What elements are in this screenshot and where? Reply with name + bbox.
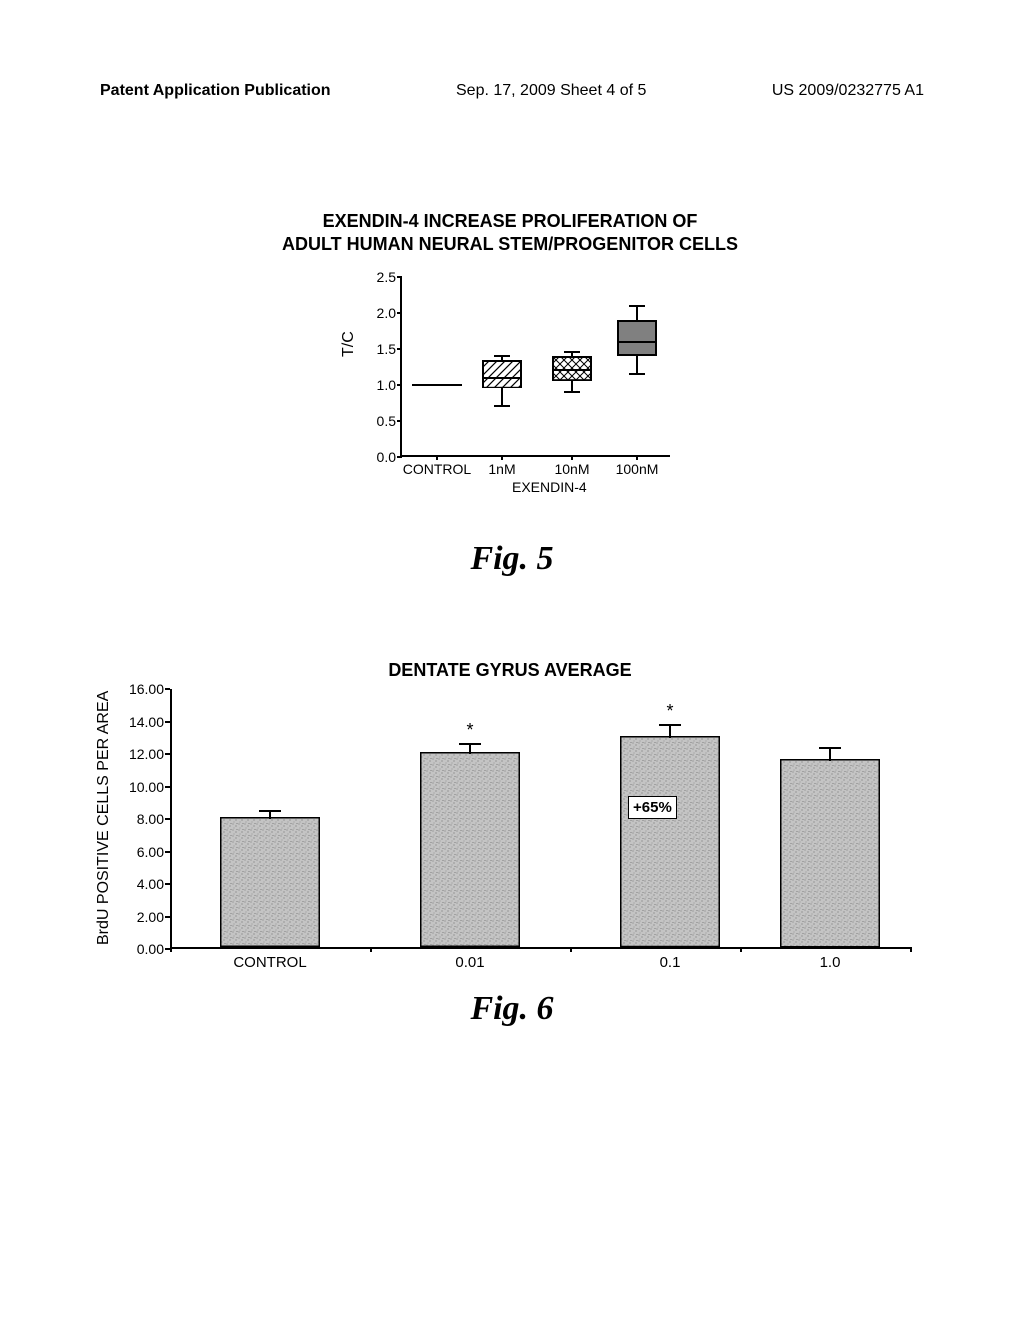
fig6-bar xyxy=(620,736,720,947)
fig5-whisker xyxy=(636,306,638,320)
fig5-x-tick-label: 1nM xyxy=(488,461,515,477)
fig6-y-tick-label: 16.00 xyxy=(120,681,164,697)
fig6-error-bar xyxy=(469,744,471,754)
fig5-x-tick-label: 100nM xyxy=(616,461,659,477)
fig5-y-tick-label: 1.5 xyxy=(362,341,396,357)
fig6-error-bar xyxy=(829,748,831,761)
fig5-x-tick-mark xyxy=(501,455,503,460)
fig6-y-tick-mark xyxy=(165,688,170,690)
fig6-x-tick-mark xyxy=(910,947,912,952)
fig6-x-tick-mark xyxy=(370,947,372,952)
fig5-box-median xyxy=(482,377,522,379)
fig6-y-tick-mark xyxy=(165,818,170,820)
fig5-y-tick-mark xyxy=(397,276,402,278)
fig6-x-tick-label: 0.01 xyxy=(455,954,484,971)
fig5-whisker-cap xyxy=(494,355,510,357)
fig5-y-tick-label: 0.0 xyxy=(362,449,396,465)
fig6-y-tick-mark xyxy=(165,916,170,918)
fig5-y-tick-mark xyxy=(397,456,402,458)
fig5-y-tick-label: 0.5 xyxy=(362,413,396,429)
fig5-x-axis-group-label: EXENDIN-4 xyxy=(512,479,587,495)
fig5-box xyxy=(482,360,522,389)
header-right: US 2009/0232775 A1 xyxy=(772,82,924,100)
fig5-whisker-cap xyxy=(629,373,645,375)
fig5-x-tick-label: 10nM xyxy=(554,461,589,477)
figure-5: EXENDIN-4 INCREASE PROLIFERATION OF ADUL… xyxy=(220,210,800,487)
fig5-x-tick-label: CONTROL xyxy=(403,461,471,477)
fig5-y-tick-mark xyxy=(397,348,402,350)
fig6-x-tick-label: 1.0 xyxy=(820,954,841,971)
fig6-y-tick-label: 12.00 xyxy=(120,746,164,762)
fig6-x-tick-label: CONTROL xyxy=(233,954,306,971)
page-header: Patent Application Publication Sep. 17, … xyxy=(0,82,1024,100)
fig6-error-cap xyxy=(459,743,481,745)
fig5-y-axis-label: T/C xyxy=(340,331,358,357)
fig6-plot-area: 0.002.004.006.008.0010.0012.0014.0016.00… xyxy=(170,689,910,949)
header-left: Patent Application Publication xyxy=(100,82,331,100)
fig5-y-tick-mark xyxy=(397,420,402,422)
fig5-y-tick-mark xyxy=(397,384,402,386)
fig5-whisker-cap xyxy=(564,351,580,353)
fig6-y-tick-mark xyxy=(165,721,170,723)
fig5-box-median xyxy=(617,341,657,343)
fig6-x-tick-mark xyxy=(740,947,742,952)
fig6-title: DENTATE GYRUS AVERAGE xyxy=(100,660,920,681)
fig6-y-axis-label: BrdU POSITIVE CELLS PER AREA xyxy=(95,691,113,945)
fig6-significance-star: * xyxy=(466,720,473,741)
fig5-whisker-cap xyxy=(629,305,645,307)
fig5-control-line xyxy=(412,384,462,386)
fig5-x-tick-mark xyxy=(436,455,438,460)
fig6-significance-star: * xyxy=(666,701,673,722)
fig6-y-tick-label: 6.00 xyxy=(120,844,164,860)
fig5-box xyxy=(617,320,657,356)
fig6-error-cap xyxy=(659,724,681,726)
fig6-y-tick-mark xyxy=(165,753,170,755)
fig5-caption: Fig. 5 xyxy=(0,540,1024,578)
fig5-y-tick-mark xyxy=(397,312,402,314)
fig6-y-tick-label: 4.00 xyxy=(120,876,164,892)
fig6-y-axis-line xyxy=(170,689,172,949)
fig5-plot-area: EXENDIN-4 0.00.51.01.52.02.5CONTROL1nM10… xyxy=(400,277,670,457)
fig6-y-tick-mark xyxy=(165,851,170,853)
fig5-chart: T/C EXENDIN-4 0.00.51.01.52.02.5CONTROL1… xyxy=(330,267,690,487)
fig5-whisker xyxy=(501,388,503,406)
fig6-bar xyxy=(420,752,520,947)
fig6-x-tick-mark xyxy=(170,947,172,952)
fig5-title-line1: EXENDIN-4 INCREASE PROLIFERATION OF xyxy=(323,211,698,231)
fig5-whisker-cap xyxy=(564,391,580,393)
fig5-x-tick-mark xyxy=(636,455,638,460)
fig6-y-tick-label: 10.00 xyxy=(120,779,164,795)
fig6-bar xyxy=(780,759,880,948)
fig6-y-tick-mark xyxy=(165,883,170,885)
fig6-y-tick-label: 2.00 xyxy=(120,909,164,925)
fig6-y-tick-label: 14.00 xyxy=(120,714,164,730)
fig5-y-tick-label: 1.0 xyxy=(362,377,396,393)
fig5-title: EXENDIN-4 INCREASE PROLIFERATION OF ADUL… xyxy=(220,210,800,257)
fig6-y-tick-label: 8.00 xyxy=(120,811,164,827)
fig6-error-bar xyxy=(669,725,671,738)
fig5-whisker xyxy=(636,356,638,374)
fig5-whisker-cap xyxy=(494,405,510,407)
fig6-error-cap xyxy=(819,747,841,749)
fig6-annotation: +65% xyxy=(628,796,677,819)
fig5-title-line2: ADULT HUMAN NEURAL STEM/PROGENITOR CELLS xyxy=(282,234,738,254)
fig6-x-tick-label: 0.1 xyxy=(660,954,681,971)
fig6-x-tick-mark xyxy=(570,947,572,952)
fig6-y-tick-label: 0.00 xyxy=(120,941,164,957)
header-mid: Sep. 17, 2009 Sheet 4 of 5 xyxy=(456,82,646,100)
fig5-x-tick-mark xyxy=(571,455,573,460)
fig6-caption: Fig. 6 xyxy=(0,990,1024,1028)
fig5-box-median xyxy=(552,369,592,371)
fig5-y-tick-label: 2.5 xyxy=(362,269,396,285)
fig6-bar xyxy=(220,817,320,947)
fig6-error-bar xyxy=(269,811,271,819)
fig5-y-tick-label: 2.0 xyxy=(362,305,396,321)
fig6-y-tick-mark xyxy=(165,786,170,788)
figure-6: DENTATE GYRUS AVERAGE BrdU POSITIVE CELL… xyxy=(100,660,920,949)
fig6-error-cap xyxy=(259,810,281,812)
